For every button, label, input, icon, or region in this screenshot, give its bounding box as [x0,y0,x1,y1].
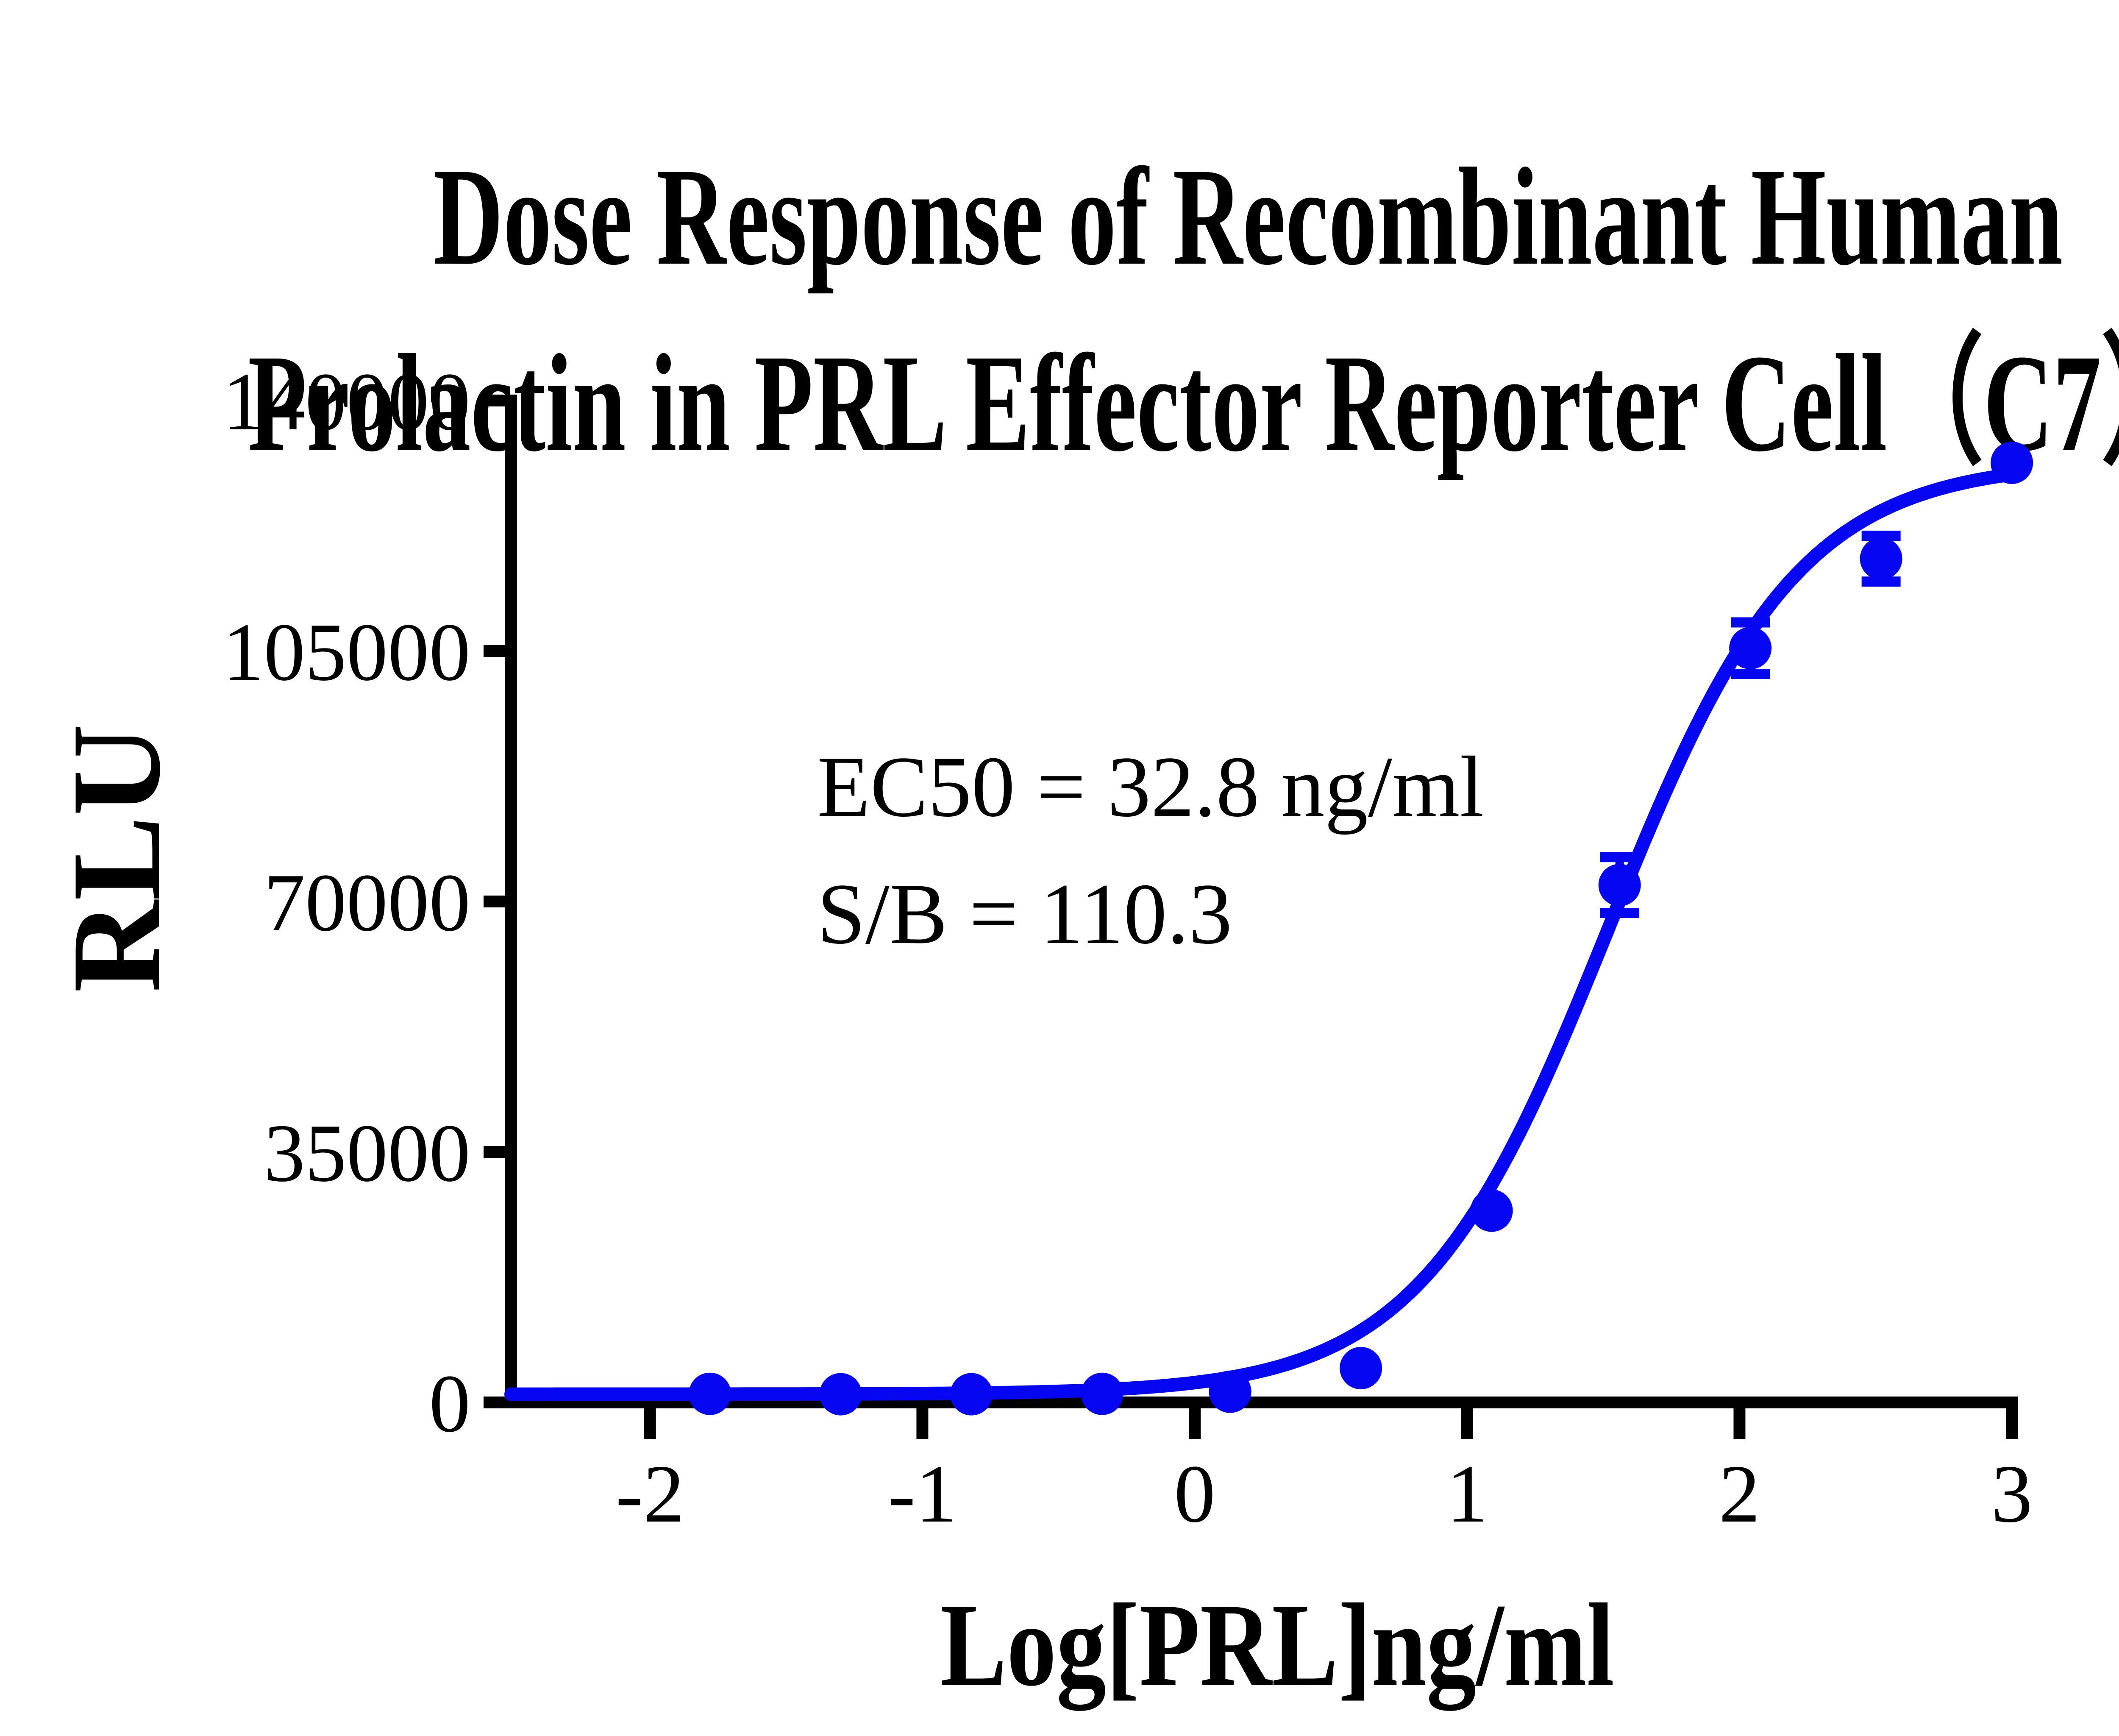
data-point-2.52 [1860,537,1902,580]
data-point-1.56 [1598,864,1641,907]
x-tick-label--2: -2 [616,1448,684,1540]
y-tick-label-0: 0 [429,1358,471,1449]
data-point-3 [1991,441,2033,484]
chart-title-line2: Prolactin in PRL Effector Reporter Cell（… [248,326,2119,481]
data-point-0.13 [1209,1370,1251,1413]
x-tick-label-1: 1 [1446,1448,1488,1540]
y-tick-label-140000: 140000 [222,356,470,448]
x-tick-label-2: 2 [1719,1448,1760,1540]
x-tick-label-3: 3 [1991,1448,2033,1540]
data-point-2.04 [1729,627,1772,670]
y-tick-label-105000: 105000 [222,606,470,698]
x-tick-label-0: 0 [1174,1448,1215,1540]
data-point--1.78 [689,1372,731,1415]
x-axis-ticks: -2 -1 0 1 2 3 [616,1402,2033,1540]
dose-response-curve [504,467,2022,1401]
data-point-1.09 [1470,1189,1513,1232]
y-tick-label-70000: 70000 [264,857,471,949]
y-axis-ticks: 0 35000 70000 105000 140000 [222,356,511,1449]
chart-title-line1: Dose Response of Recombinant Human [434,139,2063,294]
data-point--1.3 [819,1373,862,1416]
x-tick-label--1: -1 [888,1448,957,1540]
data-point--0.34 [1081,1372,1123,1415]
data-point-0.61 [1340,1347,1382,1389]
annotation-sb: S/B = 110.3 [817,866,1232,962]
y-tick-label-35000: 35000 [264,1107,471,1199]
fit-curve-line [504,467,2022,1401]
data-point--0.82 [950,1373,993,1416]
x-axis-title: Log[PRL]ng/ml [940,1579,1614,1713]
annotation-ec50: EC50 = 32.8 ng/ml [817,739,1484,835]
y-axis-title: RLU [46,724,186,992]
data-points [689,441,2033,1416]
